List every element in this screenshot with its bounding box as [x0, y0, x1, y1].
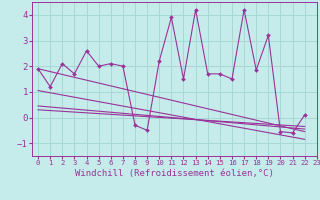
X-axis label: Windchill (Refroidissement éolien,°C): Windchill (Refroidissement éolien,°C)	[75, 169, 274, 178]
